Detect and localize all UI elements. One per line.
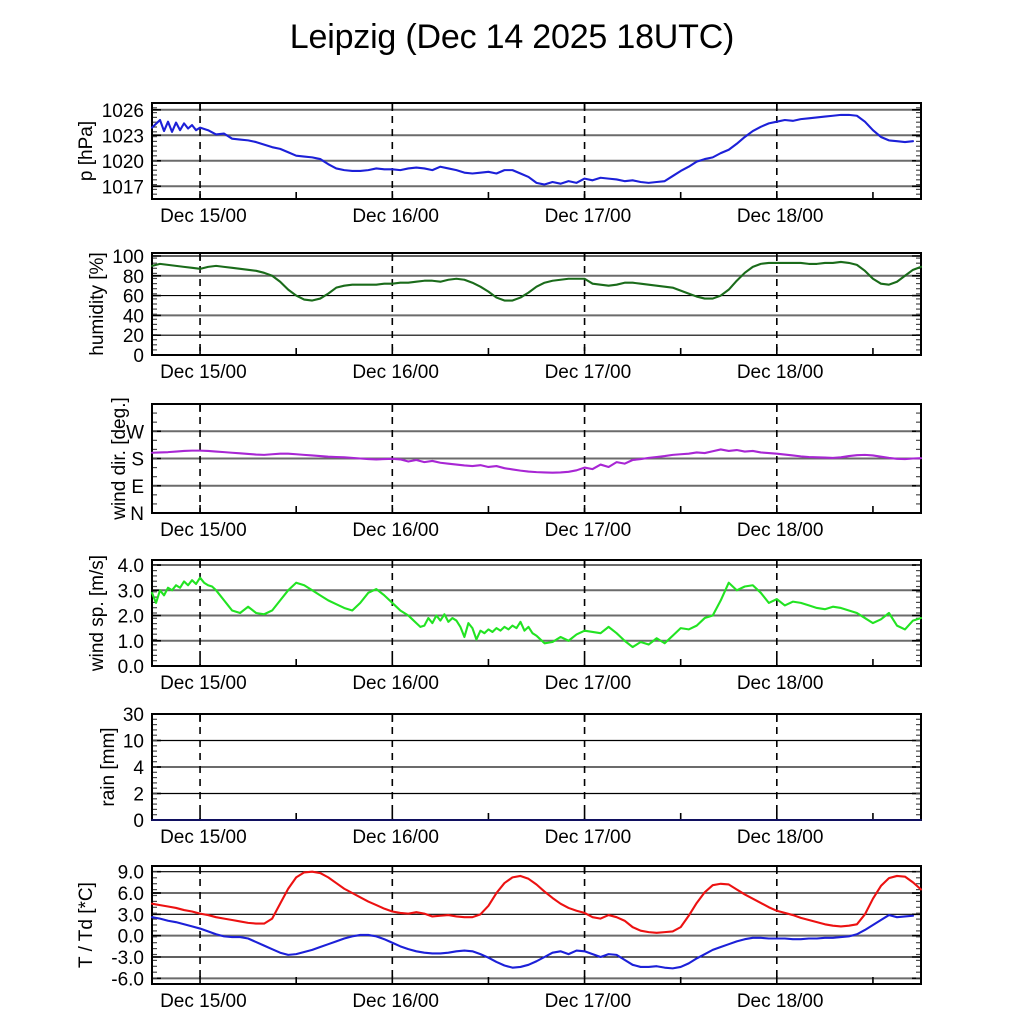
series-t — [150, 870, 923, 934]
y-tick-label: S — [131, 450, 144, 471]
y-tick-label: 1020 — [102, 152, 144, 173]
y-tick-label: 2.0 — [118, 607, 144, 628]
x-tick-label: Dec 17/00 — [545, 991, 632, 1012]
panel-frame — [151, 252, 922, 356]
x-tick-label: Dec 15/00 — [160, 362, 247, 383]
y-axis-label: wind sp. [m/s] — [87, 555, 108, 672]
panel-frame — [151, 102, 922, 200]
page-title: Leipzig (Dec 14 2025 18UTC) — [289, 18, 735, 56]
panel-p-hpa: 1017 1020 1023 1026 Dec 15/00 Dec 16/00 Dec 17… — [76, 101, 922, 227]
x-tick-label: Dec 18/00 — [737, 206, 824, 227]
y-tick-label: 1026 — [102, 101, 144, 122]
series-wind-speed — [150, 576, 923, 649]
y-tick-label: 4.0 — [118, 556, 144, 577]
y-tick-label: 6.0 — [118, 884, 144, 905]
y-tick-label: 0.0 — [118, 927, 144, 948]
y-tick-label: 1.0 — [118, 632, 144, 653]
x-tick-label: Dec 17/00 — [545, 827, 632, 848]
y-axis-label: wind dir. [deg.] — [109, 397, 130, 521]
series-relative-humidity — [150, 260, 923, 302]
y-tick-label: 30 — [123, 705, 144, 726]
y-axis-label: p [hPa] — [76, 121, 97, 181]
y-tick-label: -3.0 — [111, 948, 144, 969]
series-wind-direction — [150, 448, 923, 474]
x-tick-label: Dec 15/00 — [160, 827, 247, 848]
x-tick-label: Dec 15/00 — [160, 991, 247, 1012]
y-tick-label: 80 — [123, 267, 144, 288]
y-axis-label: humidity [%] — [87, 252, 108, 355]
y-tick-label: 0.0 — [118, 657, 144, 678]
panel-rain-mm: 0 2 4 10 30 Dec 15/00 Dec 16/00 Dec 17/00 Dec 18… — [98, 705, 923, 848]
y-tick-label: 60 — [123, 287, 144, 308]
x-tick-label: Dec 18/00 — [737, 673, 824, 694]
x-tick-label: Dec 15/00 — [160, 520, 247, 541]
x-tick-label: Dec 16/00 — [352, 206, 439, 227]
x-tick-label: Dec 16/00 — [352, 520, 439, 541]
y-tick-label: 40 — [123, 306, 144, 327]
x-tick-label: Dec 18/00 — [737, 827, 824, 848]
panel-wind-sp-m-s: 0.0 1.0 2.0 3.0 4.0 Dec 15/00 Dec 16/00 Dec 17/… — [87, 555, 923, 694]
y-tick-label: 9.0 — [118, 863, 144, 884]
panel-frame — [151, 865, 922, 985]
series-pressure — [150, 113, 915, 186]
x-tick-label: Dec 16/00 — [352, 673, 439, 694]
y-tick-label: 100 — [112, 247, 144, 268]
x-tick-label: Dec 17/00 — [545, 206, 632, 227]
x-tick-label: Dec 16/00 — [352, 362, 439, 383]
y-tick-label: 10 — [123, 732, 144, 753]
panel-t-td-c: -6.0-3.00.03.06.09.0 Dec 15/00 Dec 16/00 De… — [76, 863, 923, 1012]
y-tick-label: -6.0 — [111, 969, 144, 990]
x-tick-label: Dec 18/00 — [737, 520, 824, 541]
x-tick-label: Dec 18/00 — [737, 991, 824, 1012]
y-tick-label: 3.0 — [118, 581, 144, 602]
series-td — [150, 914, 915, 970]
y-tick-label: W — [126, 422, 144, 443]
x-tick-label: Dec 18/00 — [737, 362, 824, 383]
x-tick-label: Dec 17/00 — [545, 520, 632, 541]
y-tick-label: 0 — [133, 346, 144, 367]
y-tick-label: E — [131, 477, 144, 498]
y-tick-label: N — [130, 504, 144, 525]
y-tick-label: 0 — [133, 811, 144, 832]
y-tick-label: 2 — [133, 785, 144, 806]
x-tick-label: Dec 16/00 — [352, 991, 439, 1012]
y-tick-label: 1017 — [102, 177, 144, 198]
x-tick-label: Dec 15/00 — [160, 206, 247, 227]
y-tick-label: 4 — [133, 758, 144, 779]
x-tick-label: Dec 15/00 — [160, 673, 247, 694]
x-tick-label: Dec 17/00 — [545, 362, 632, 383]
y-axis-label: T / Td [*C] — [76, 882, 97, 968]
panel-frame — [151, 559, 922, 667]
y-axis-label: rain [mm] — [98, 727, 119, 806]
y-tick-label: 1023 — [102, 126, 144, 147]
y-tick-label: 20 — [123, 326, 144, 347]
x-tick-label: Dec 17/00 — [545, 673, 632, 694]
y-tick-label: 3.0 — [118, 905, 144, 926]
x-tick-label: Dec 16/00 — [352, 827, 439, 848]
